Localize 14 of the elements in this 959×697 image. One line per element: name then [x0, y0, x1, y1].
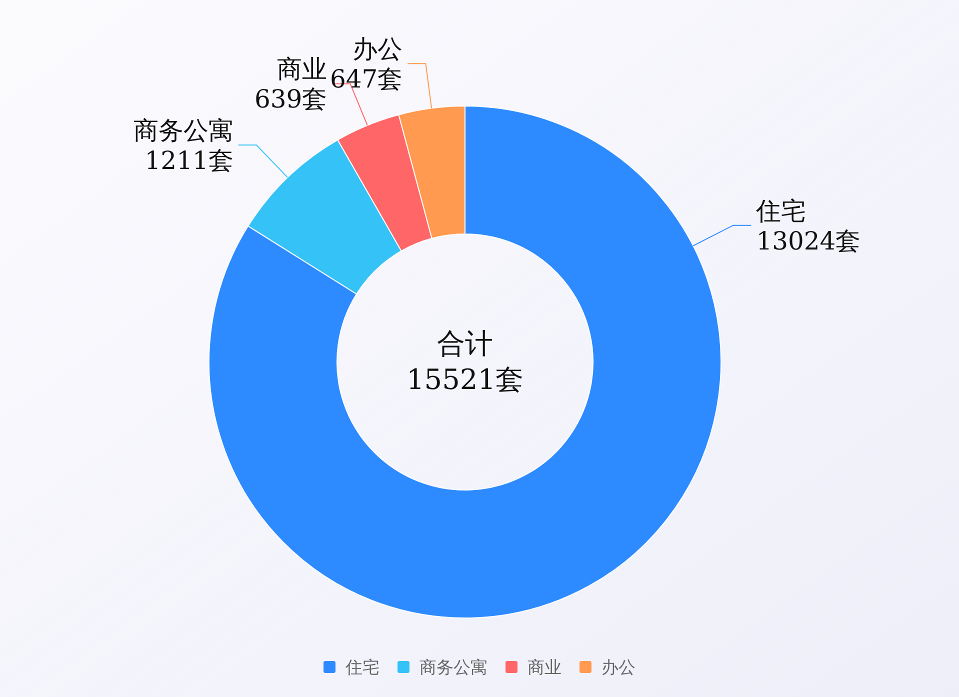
text: 合计 [437, 327, 493, 360]
slice-label: 住宅 [755, 196, 806, 226]
text: 15521套 [406, 363, 524, 396]
data-label: 647套 [330, 64, 403, 94]
data-label: 1211套 [144, 146, 234, 176]
legend-label: 商务公寓 [420, 658, 488, 678]
slice-label: 住宅 [344, 658, 380, 678]
slice-label: 商业 [277, 54, 328, 84]
data-label: 13024套 [756, 226, 861, 256]
legend-label: 商业 [528, 658, 562, 678]
data-label: 639套 [254, 84, 328, 114]
slice-label: 办公 [352, 34, 403, 64]
slice-label: 商务公寓 [133, 116, 234, 146]
legend-label: 办公 [602, 658, 636, 678]
